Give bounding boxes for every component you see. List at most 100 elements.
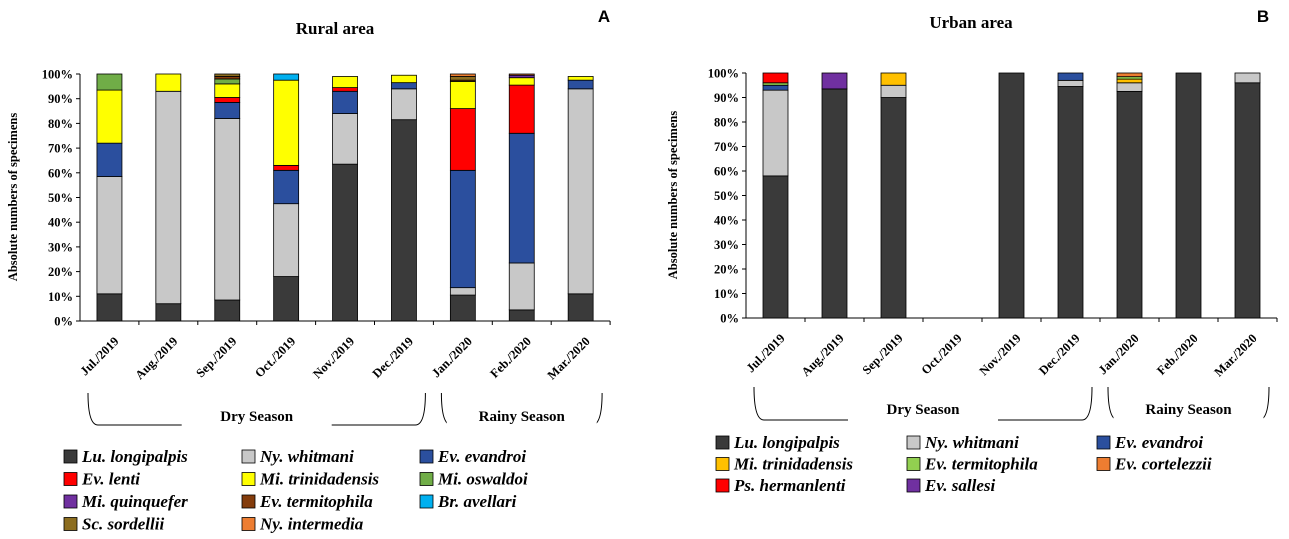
bar-segment [508, 77, 535, 86]
y-tick-label: 40% [714, 214, 739, 228]
bar-segment [567, 76, 594, 81]
y-tick-label: 50% [714, 189, 739, 203]
x-category-label: Oct./2019 [252, 334, 298, 380]
bar-segment [1175, 72, 1202, 319]
legend-label: Ev. termitophila [259, 492, 373, 511]
x-category-label: Feb./2020 [487, 334, 533, 380]
bar-segment [449, 294, 476, 322]
chart-panel-rural: Rural area A Absolute numbers of specimens… [6, 7, 611, 534]
legend-swatch [419, 494, 434, 509]
legend-label: Br. avellari [437, 492, 517, 511]
bar-segment [273, 169, 300, 205]
bar-segment [880, 97, 907, 319]
bar-segment [214, 102, 241, 119]
bar-segment [449, 287, 476, 296]
bar-segment [155, 90, 182, 305]
legend-swatch [1096, 435, 1111, 450]
x-category-label: Oct./2019 [919, 331, 965, 377]
bar-segment [1057, 72, 1084, 81]
panel-letter: B [1257, 7, 1269, 26]
x-category-label: Sep./2019 [860, 331, 906, 377]
bar-segment [214, 118, 241, 301]
chart-panel-urban: Urban area B Absolute numbers of specimens… [666, 7, 1278, 495]
y-axis-label: Absolute numbers of specimens [666, 111, 680, 280]
y-tick-label: 0% [54, 315, 73, 329]
legend-swatch [241, 449, 256, 464]
bar-segment [332, 90, 358, 114]
x-category-label: Aug./2019 [799, 331, 847, 379]
season-label-bg [848, 408, 998, 424]
x-category-label: Feb./2020 [1154, 331, 1200, 377]
legend-label: Ny. whitmani [924, 433, 1019, 452]
legend-label: Ps. hermanlenti [733, 476, 846, 495]
y-axis-label: Absolute numbers of specimens [6, 113, 20, 282]
bar-segment [821, 72, 848, 90]
bar-segment [1116, 90, 1143, 319]
bar-segment [449, 73, 476, 77]
y-tick-label: 80% [48, 117, 73, 131]
y-tick-label: 90% [48, 92, 73, 106]
legend-swatch [715, 478, 730, 493]
bar-segment [762, 84, 789, 91]
x-category-label: Mar./2020 [545, 334, 593, 382]
y-tick-label: 10% [714, 287, 739, 301]
legend-swatch [419, 472, 434, 486]
bar-segment [332, 76, 358, 88]
y-tick-label: 20% [48, 265, 73, 279]
bar-segment [391, 88, 417, 121]
bar-segment [508, 262, 535, 311]
bar-segment [155, 73, 182, 92]
legend-swatch [715, 435, 730, 450]
legend-swatch [241, 517, 256, 531]
bar-segment [508, 309, 535, 322]
season-label: Dry Season [220, 409, 294, 425]
bar-segment [567, 293, 594, 322]
y-tick-label: 20% [714, 263, 739, 277]
bar-segment [214, 83, 241, 98]
x-category-label: Mar./2020 [1212, 331, 1260, 379]
chart-title: Urban area [929, 13, 1013, 32]
chart-title: Rural area [296, 19, 375, 38]
y-tick-label: 60% [714, 165, 739, 179]
bar-segment [273, 79, 300, 166]
legend-label: Ev. evandroi [1114, 433, 1203, 452]
season-label-bg [1113, 408, 1264, 424]
x-category-label: Dec./2019 [370, 334, 416, 380]
y-tick-label: 50% [48, 191, 73, 205]
legend-label: Mi. oswaldoi [437, 470, 528, 489]
bar-segment [273, 203, 300, 277]
y-tick-label: 30% [48, 240, 73, 254]
bar-segment [762, 89, 789, 177]
bar-segment [998, 72, 1025, 319]
x-category-label: Dec./2019 [1036, 331, 1082, 377]
bar-segment [1057, 86, 1084, 319]
y-tick-label: 70% [48, 142, 73, 156]
bar-segment [214, 78, 241, 85]
bar-segment [880, 72, 907, 86]
bar-segment [1057, 79, 1084, 87]
bar-segment [762, 72, 789, 84]
bar-segment [1116, 78, 1143, 84]
legend-swatch [906, 478, 921, 493]
y-tick-label: 80% [714, 116, 739, 130]
bar-segment [880, 84, 907, 98]
bar-segment [1234, 72, 1261, 84]
legend-swatch [63, 494, 78, 509]
bar-segment [214, 299, 241, 322]
bar-segment [1116, 82, 1143, 92]
legend-swatch [1096, 457, 1111, 471]
bar-segment [762, 175, 789, 319]
legend-label: Ev. evandroi [437, 447, 526, 466]
legend-swatch [715, 457, 730, 471]
bar-segment [449, 108, 476, 171]
x-category-label: Jan./2020 [1096, 331, 1142, 377]
bar-segment [508, 84, 535, 134]
y-tick-label: 60% [48, 166, 73, 180]
bar-segment [96, 89, 123, 144]
bar-segment [391, 74, 417, 84]
legend: Lu. longipalpis Ny. whitmani Ev. evandroi M… [715, 433, 1212, 495]
bar-segment [567, 79, 594, 90]
y-tick-label: 0% [720, 312, 739, 326]
bar-segment [273, 276, 300, 322]
bar-segment [214, 73, 241, 77]
